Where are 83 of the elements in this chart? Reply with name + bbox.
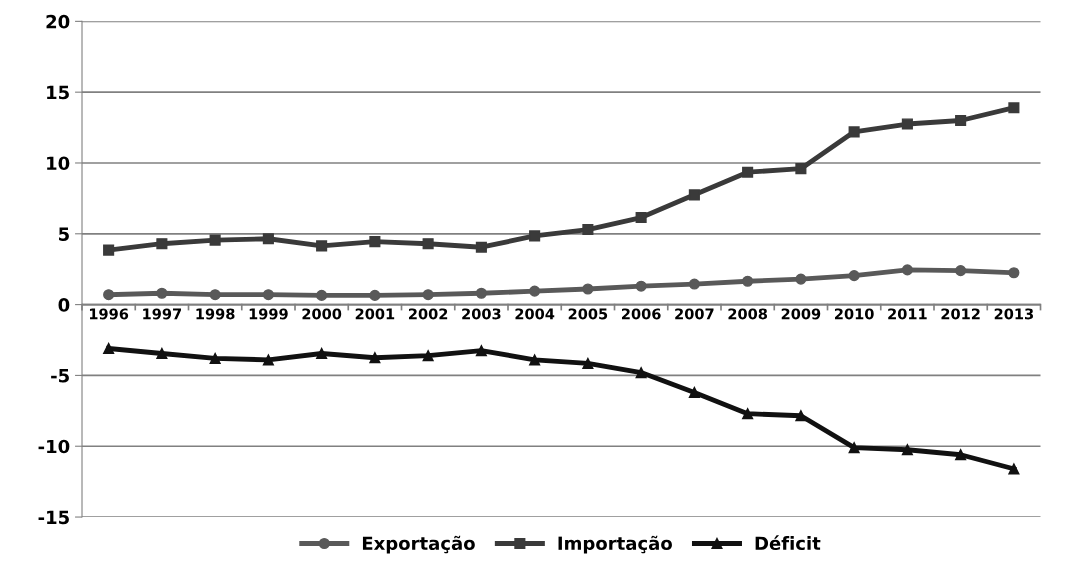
point xyxy=(901,118,913,130)
point xyxy=(955,265,967,277)
point xyxy=(635,367,647,379)
point xyxy=(369,352,381,364)
point xyxy=(1008,463,1020,475)
point xyxy=(262,233,274,245)
point xyxy=(262,354,274,366)
point xyxy=(529,285,541,297)
point xyxy=(422,238,434,250)
x-tick-label: 2007 xyxy=(675,308,714,320)
x-tick-label: 2002 xyxy=(408,308,448,320)
point xyxy=(529,230,541,242)
x-tick-label: 1998 xyxy=(196,308,235,320)
point xyxy=(742,408,754,420)
point xyxy=(316,347,328,360)
point xyxy=(795,410,807,422)
x-tick-label: 1996 xyxy=(89,308,129,320)
point xyxy=(688,386,700,398)
legend-label: Exportação xyxy=(362,535,475,554)
y-tick-label: 10 xyxy=(47,156,70,171)
point xyxy=(848,126,860,138)
point xyxy=(635,280,647,292)
point xyxy=(422,289,434,301)
x-tick-label: 1999 xyxy=(249,308,288,320)
point xyxy=(955,449,967,461)
point xyxy=(475,345,487,357)
point xyxy=(156,238,168,250)
x-tick-label: 2005 xyxy=(568,308,608,320)
x-tick-label: 2006 xyxy=(621,308,661,320)
point xyxy=(529,354,541,366)
y-tick-label: -5 xyxy=(51,369,69,383)
point xyxy=(795,273,807,285)
point xyxy=(1008,102,1020,114)
point xyxy=(901,264,913,276)
y-tick-label: 15 xyxy=(47,85,69,100)
point xyxy=(103,244,115,256)
point xyxy=(262,289,274,301)
point xyxy=(316,240,328,252)
y-tick-label: 20 xyxy=(46,14,70,29)
point xyxy=(742,166,754,178)
point xyxy=(103,342,115,355)
point xyxy=(209,352,221,364)
point xyxy=(156,287,168,299)
point xyxy=(582,283,594,295)
point xyxy=(316,289,328,301)
point xyxy=(369,236,381,248)
point xyxy=(848,442,860,454)
y-tick-label: 5 xyxy=(59,227,69,241)
y-tick-label: 0 xyxy=(58,298,70,312)
x-tick-label: 2011 xyxy=(888,308,927,320)
y-tick-label: -10 xyxy=(38,439,70,454)
point xyxy=(901,444,913,456)
point xyxy=(688,278,700,290)
x-tick-label: 2004 xyxy=(515,308,555,320)
x-tick-label: 2012 xyxy=(941,308,980,320)
x-tick-label: 2001 xyxy=(355,308,395,320)
legend-label: Déficit xyxy=(755,535,821,551)
point xyxy=(103,289,115,301)
point xyxy=(1008,267,1020,279)
point xyxy=(955,114,967,127)
point xyxy=(209,289,221,301)
y-tick-label: -15 xyxy=(38,510,69,525)
point xyxy=(475,287,487,299)
point xyxy=(688,189,700,201)
x-tick-label: 1997 xyxy=(143,308,182,320)
point xyxy=(422,350,434,362)
point xyxy=(848,270,860,282)
point xyxy=(209,234,221,246)
x-tick-label: 2003 xyxy=(462,308,501,320)
point xyxy=(635,211,647,224)
x-tick-label: 2009 xyxy=(781,308,821,320)
x-tick-label: 2010 xyxy=(834,308,874,320)
x-tick-label: 2000 xyxy=(302,308,342,320)
legend-label: Importação xyxy=(558,535,672,554)
point xyxy=(475,241,487,253)
point xyxy=(156,347,168,360)
point xyxy=(369,289,381,301)
point xyxy=(582,357,594,369)
x-tick-label: 2008 xyxy=(728,308,768,320)
x-tick-label: 2013 xyxy=(994,308,1034,320)
point xyxy=(582,223,594,236)
point xyxy=(742,275,754,287)
point xyxy=(795,163,807,175)
